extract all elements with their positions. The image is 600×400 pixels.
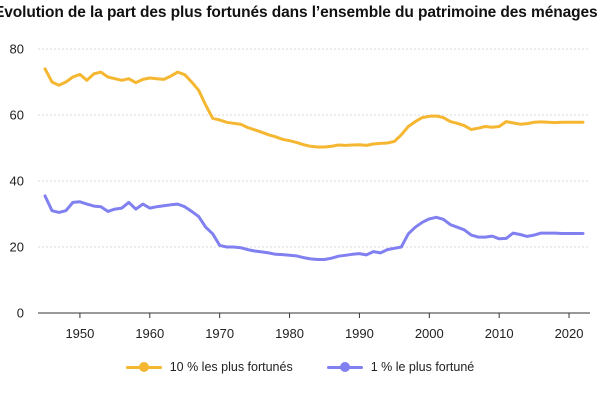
series-line-0[interactable] (43, 67, 585, 149)
series-layer (43, 67, 585, 261)
x-tick-label: 1990 (345, 326, 374, 341)
legend-label-top10: 10 % les plus fortunés (169, 360, 293, 374)
y-tick-label: 40 (10, 174, 24, 189)
legend-item-top10[interactable]: 10 % les plus fortunés (125, 360, 293, 374)
legend: 10 % les plus fortunés 1 % le plus fortu… (0, 360, 600, 374)
x-tick-label: 1950 (65, 326, 94, 341)
x-tick-label: 2000 (415, 326, 444, 341)
chart-title: Evolution de la part des plus fortunés d… (0, 4, 598, 21)
y-tick-label: 0 (17, 306, 24, 321)
legend-swatch-top10 (125, 362, 162, 372)
grid-lines (38, 48, 590, 248)
legend-swatch-top1 (326, 362, 363, 372)
x-tick-label: 2020 (555, 326, 584, 341)
y-tick-label: 60 (10, 108, 24, 123)
axes: 0 20 40 60 80 1950 1960 1970 1980 1990 2000 2010 202… (10, 42, 590, 341)
legend-label-top1: 1 % le plus fortuné (370, 360, 475, 374)
series-line-1[interactable] (43, 194, 585, 261)
x-tick-label: 1980 (275, 326, 304, 341)
x-tick-label: 1970 (205, 326, 234, 341)
y-tick-label: 20 (10, 240, 24, 255)
legend-item-top1[interactable]: 1 % le plus fortuné (326, 360, 475, 374)
y-tick-label: 80 (10, 42, 24, 57)
x-tick-label: 2010 (485, 326, 514, 341)
x-tick-label: 1960 (135, 326, 164, 341)
